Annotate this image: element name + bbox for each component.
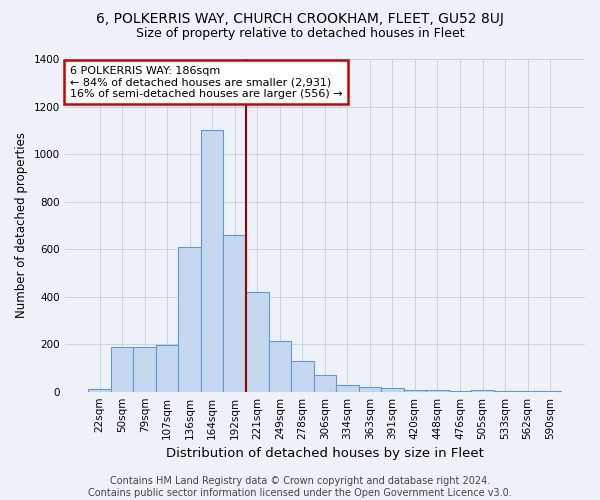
Bar [381,388,404,392]
Text: 6 POLKERRIS WAY: 186sqm
← 84% of detached houses are smaller (2,931)
16% of semi: 6 POLKERRIS WAY: 186sqm ← 84% of detache… [70,66,343,99]
Bar [156,346,178,392]
Bar [359,387,381,392]
Bar [178,246,201,392]
Bar [426,390,449,392]
Bar [336,384,359,392]
Text: 6, POLKERRIS WAY, CHURCH CROOKHAM, FLEET, GU52 8UJ: 6, POLKERRIS WAY, CHURCH CROOKHAM, FLEET… [96,12,504,26]
Bar [201,130,223,392]
Y-axis label: Number of detached properties: Number of detached properties [15,132,28,318]
Bar [246,292,269,392]
Bar [314,375,336,392]
Bar [471,390,494,392]
Bar [269,340,291,392]
Bar [404,390,426,392]
Bar [291,361,314,392]
Text: Contains HM Land Registry data © Crown copyright and database right 2024.
Contai: Contains HM Land Registry data © Crown c… [88,476,512,498]
Bar [111,346,133,392]
X-axis label: Distribution of detached houses by size in Fleet: Distribution of detached houses by size … [166,447,484,460]
Text: Size of property relative to detached houses in Fleet: Size of property relative to detached ho… [136,28,464,40]
Bar [133,346,156,392]
Bar [88,390,111,392]
Bar [223,235,246,392]
